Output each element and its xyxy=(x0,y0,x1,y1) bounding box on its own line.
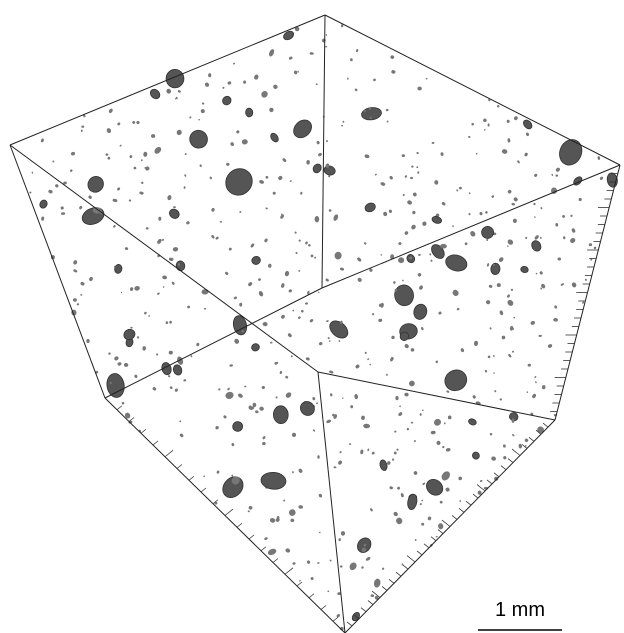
particle xyxy=(292,433,296,437)
scale-bar-label: 1 mm xyxy=(495,599,545,621)
particle xyxy=(421,523,424,526)
background xyxy=(0,0,624,633)
render: 1 mm xyxy=(0,0,624,633)
page: 1 mm (() => { const data = JSON.parse(do… xyxy=(0,0,624,633)
particle xyxy=(513,219,517,223)
